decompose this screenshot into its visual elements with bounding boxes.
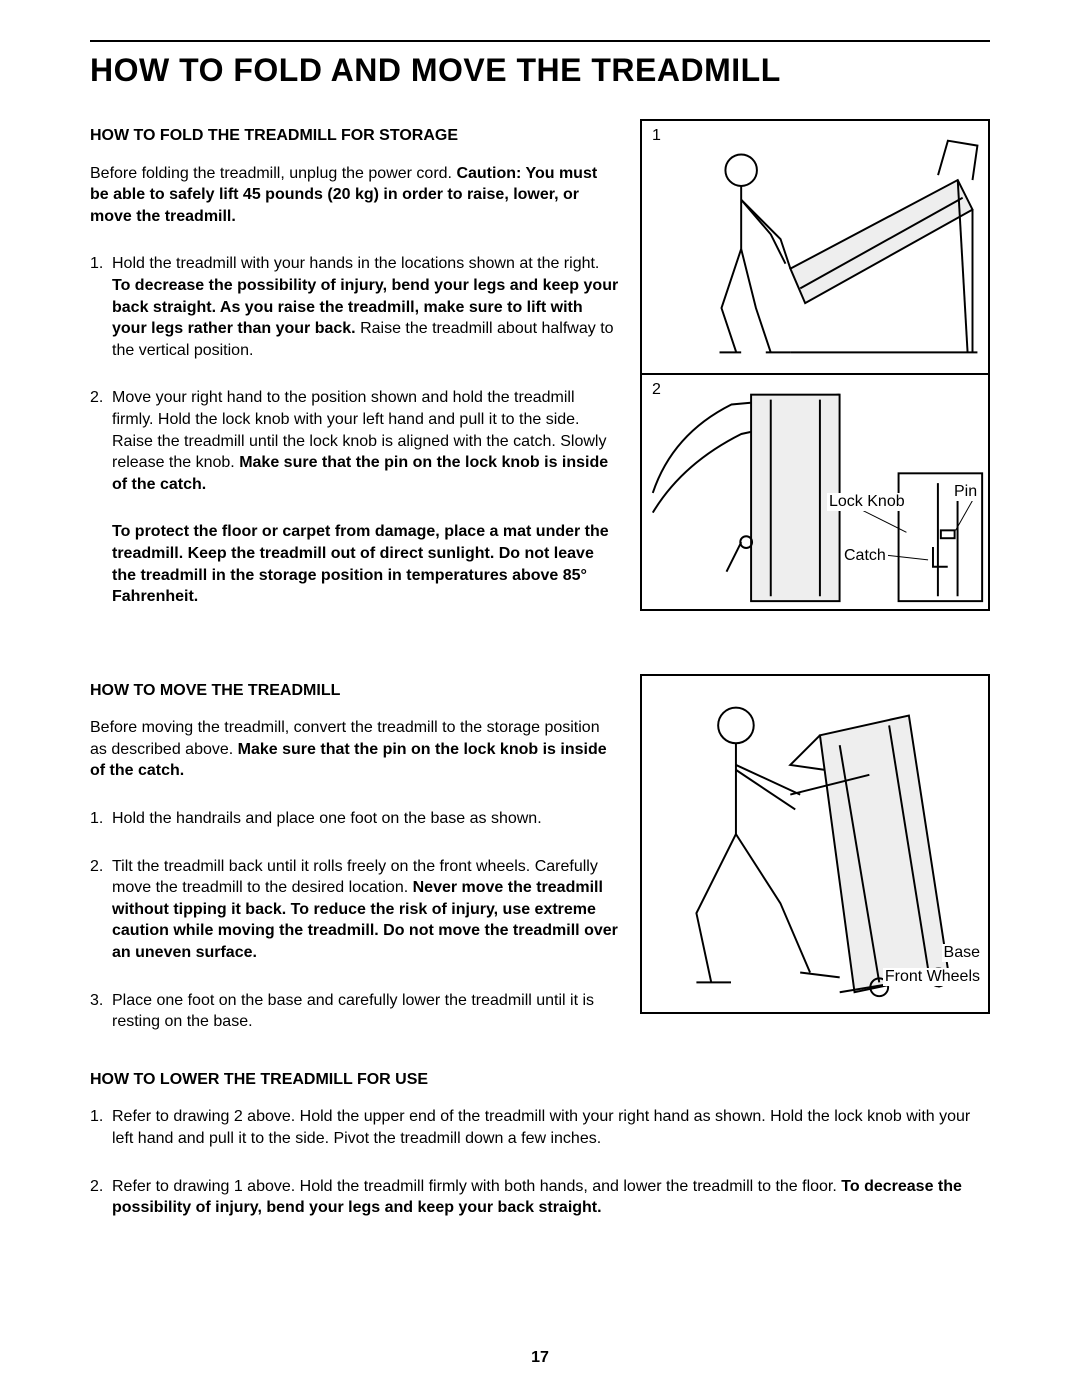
section-move-text: HOW TO MOVE THE TREADMILL Before moving … — [90, 674, 620, 1059]
section-move-figure: Base Front Wheels — [640, 674, 990, 1014]
lower-steps: Refer to drawing 2 above. Hold the upper… — [90, 1106, 990, 1218]
figure-3-drawing — [642, 676, 988, 1012]
move-step-1: Hold the handrails and place one foot on… — [90, 808, 620, 830]
figure-1-number: 1 — [652, 127, 661, 145]
move-intro: Before moving the treadmill, convert the… — [90, 717, 620, 782]
figure-2: 2 — [640, 373, 990, 611]
move-step-3: Place one foot on the base and carefully… — [90, 990, 620, 1033]
page-number: 17 — [0, 1349, 1080, 1367]
fold-step2-p2: To protect the floor or carpet from dama… — [112, 521, 620, 607]
move-heading: HOW TO MOVE THE TREADMILL — [90, 680, 620, 702]
lower-heading: HOW TO LOWER THE TREADMILL FOR USE — [90, 1069, 990, 1091]
fold-heading: HOW TO FOLD THE TREADMILL FOR STORAGE — [90, 125, 620, 147]
lower-step2-a: Refer to drawing 1 above. Hold the tread… — [112, 1178, 841, 1195]
fold-step2-p1: Move your right hand to the position sho… — [112, 387, 620, 495]
fold-step-2: Move your right hand to the position sho… — [90, 387, 620, 607]
fold-step-1: Hold the treadmill with your hands in th… — [90, 253, 620, 361]
figure-1-drawing — [642, 121, 988, 373]
figure-2-drawing — [642, 375, 988, 609]
section-fold-text: HOW TO FOLD THE TREADMILL FOR STORAGE Be… — [90, 119, 620, 634]
label-catch: Catch — [842, 547, 888, 565]
top-rule — [90, 40, 990, 42]
label-pin: Pin — [952, 483, 979, 501]
label-lock-knob: Lock Knob — [827, 493, 907, 511]
figure-2-number: 2 — [652, 381, 661, 399]
move-steps: Hold the handrails and place one foot on… — [90, 808, 620, 1033]
label-base: Base — [942, 944, 982, 962]
figure-3: Base Front Wheels — [640, 674, 990, 1014]
move-step-2: Tilt the treadmill back until it rolls f… — [90, 856, 620, 964]
fold-intro-plain: Before folding the treadmill, unplug the… — [90, 165, 456, 182]
lower-step-1: Refer to drawing 2 above. Hold the upper… — [90, 1106, 990, 1149]
fold-step1-a: Hold the treadmill with your hands in th… — [112, 255, 599, 272]
section-fold-figures: 1 — [640, 119, 990, 611]
section-fold: HOW TO FOLD THE TREADMILL FOR STORAGE Be… — [90, 119, 990, 634]
fold-intro: Before folding the treadmill, unplug the… — [90, 163, 620, 228]
section-lower: HOW TO LOWER THE TREADMILL FOR USE Refer… — [90, 1069, 990, 1219]
section-move: HOW TO MOVE THE TREADMILL Before moving … — [90, 674, 990, 1059]
figure-1: 1 — [640, 119, 990, 375]
lower-step-2: Refer to drawing 1 above. Hold the tread… — [90, 1176, 990, 1219]
label-front-wheels: Front Wheels — [883, 968, 982, 986]
page-title: HOW TO FOLD AND MOVE THE TREADMILL — [90, 52, 990, 89]
fold-steps: Hold the treadmill with your hands in th… — [90, 253, 620, 607]
